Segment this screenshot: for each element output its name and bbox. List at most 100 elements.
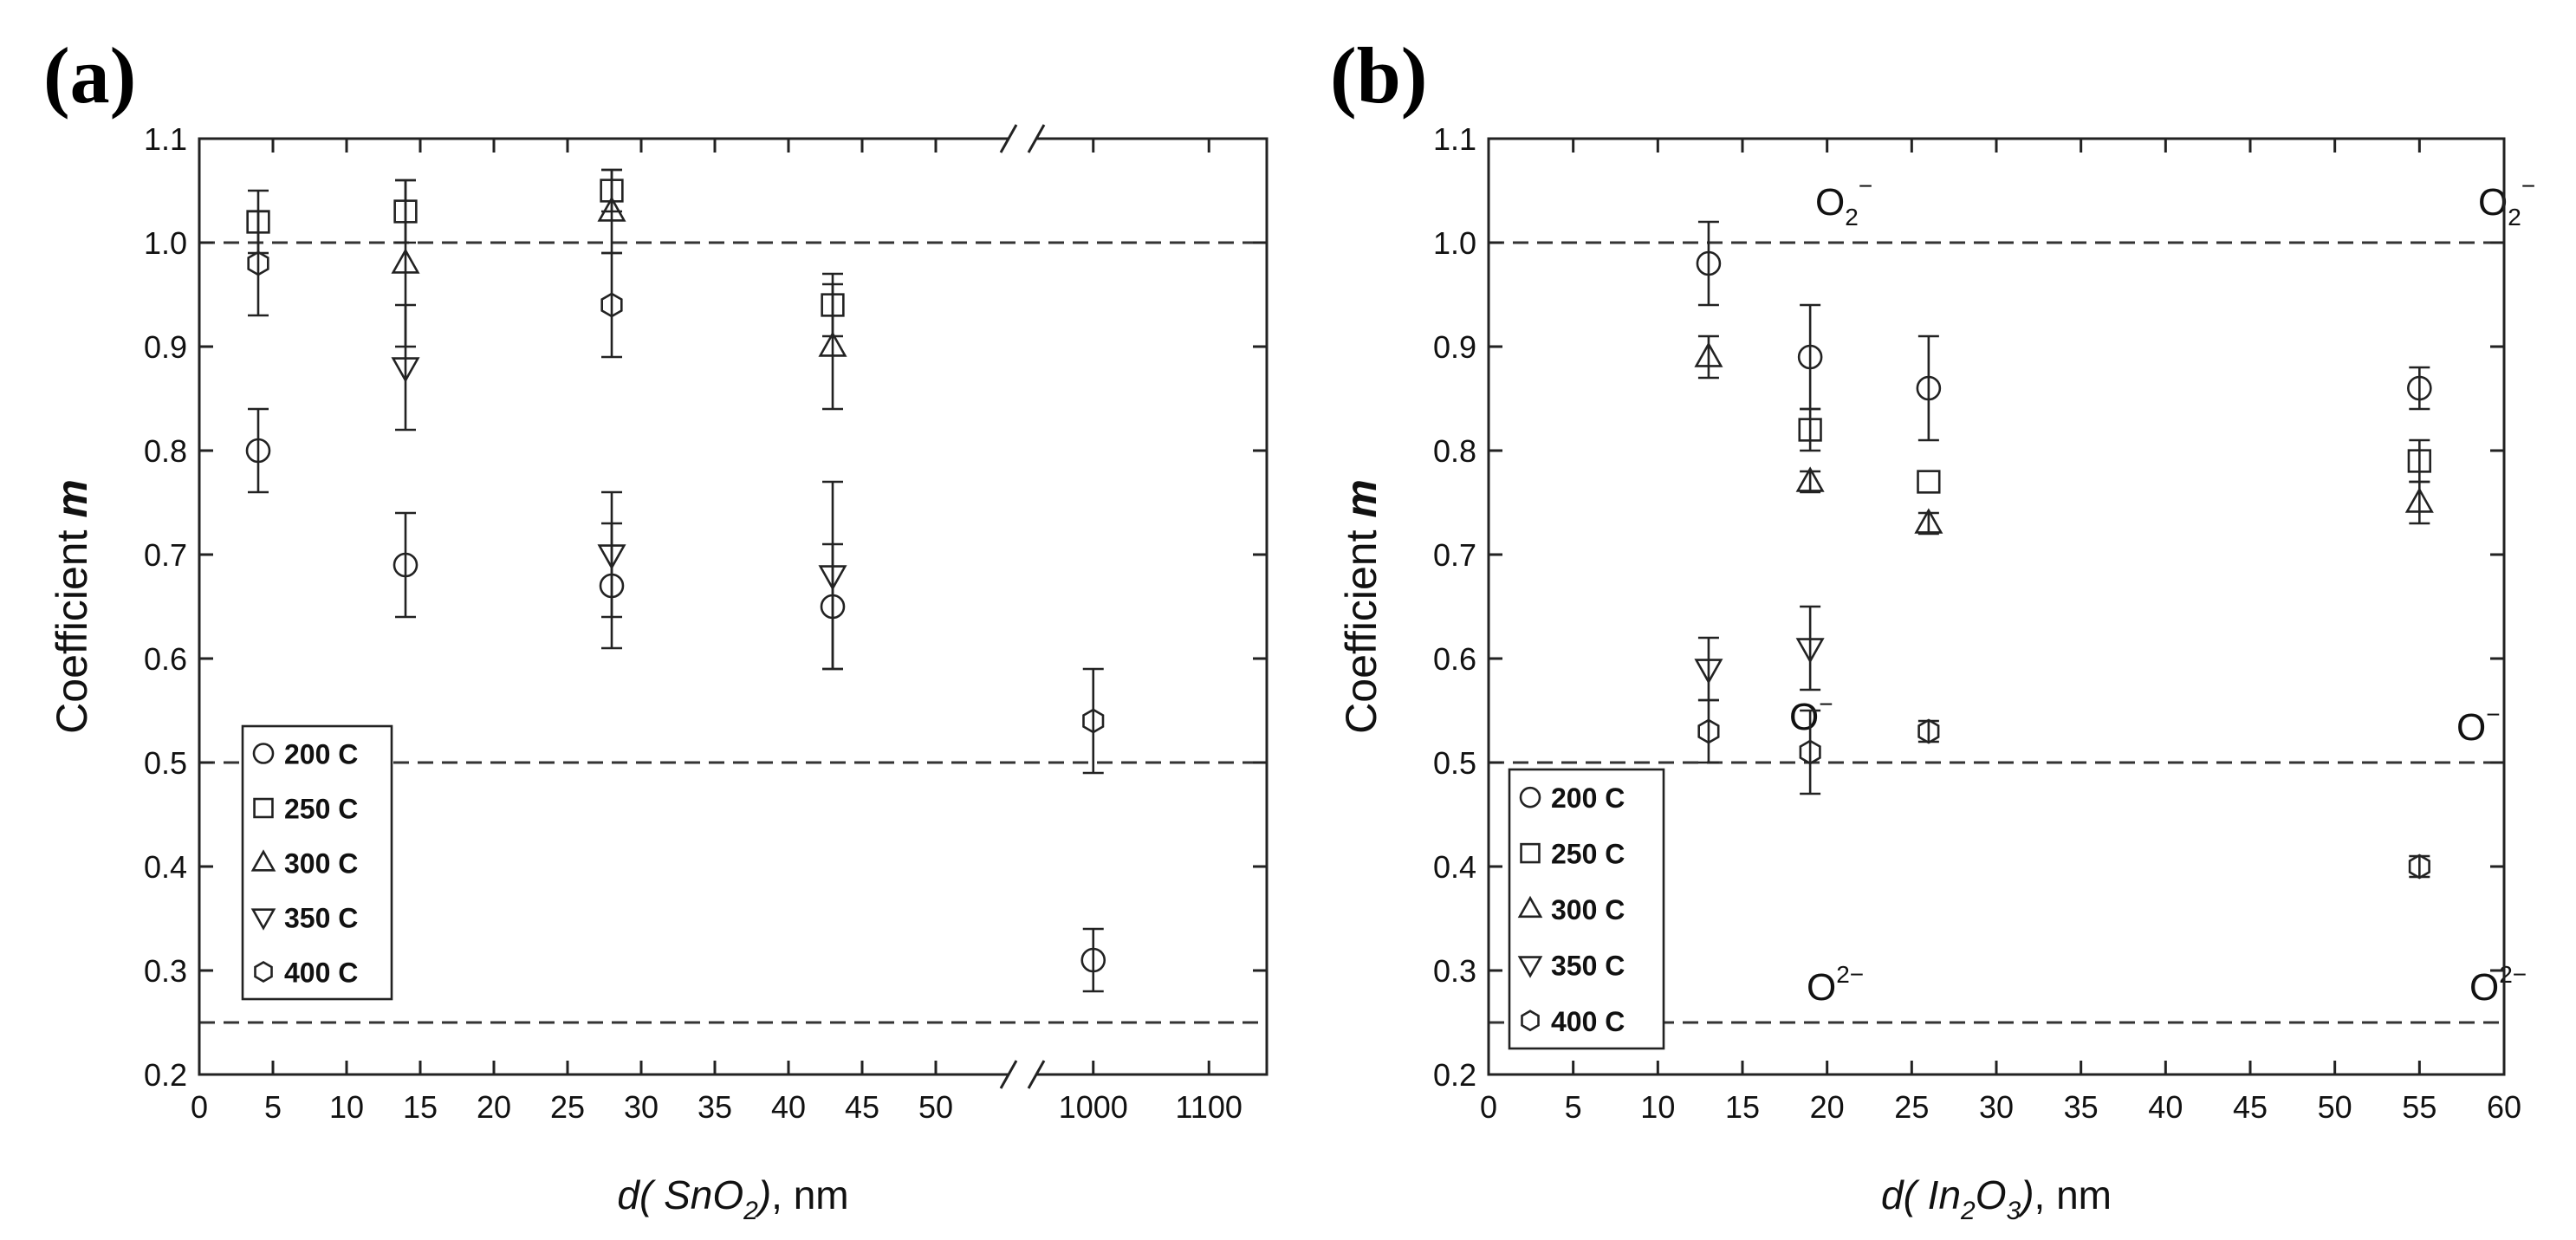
y-axis-label: Coefficient m bbox=[1337, 479, 1385, 734]
data-point bbox=[1080, 947, 1106, 973]
y-tick-label: 0.7 bbox=[1433, 537, 1476, 573]
x-tick-label: 5 bbox=[264, 1089, 282, 1125]
data-point bbox=[2407, 375, 2432, 401]
x-tick-label: 35 bbox=[698, 1089, 732, 1125]
reference-label: O2− bbox=[2478, 172, 2535, 230]
x-tick-label: 20 bbox=[1810, 1089, 1845, 1125]
data-point bbox=[600, 292, 623, 318]
axis-break-mark bbox=[1027, 124, 1046, 153]
data-point bbox=[1795, 466, 1825, 492]
data-point bbox=[1082, 708, 1105, 734]
y-tick-label: 0.8 bbox=[1433, 433, 1476, 469]
y-tick-label: 0.2 bbox=[144, 1057, 187, 1093]
legend-box bbox=[241, 724, 393, 1001]
legend-marker bbox=[252, 743, 275, 764]
legend-marker bbox=[254, 960, 273, 984]
y-tick-label: 0.5 bbox=[144, 745, 187, 781]
series-350-c bbox=[391, 303, 847, 671]
reference-label: O2− bbox=[1807, 961, 1864, 1009]
legend-label: 300 C bbox=[284, 848, 358, 880]
legend-marker bbox=[253, 797, 274, 819]
reference-label: O2− bbox=[1815, 172, 1872, 230]
x-axis-label: d( In2O3), nm bbox=[1881, 1172, 2112, 1225]
x-tick-label: 40 bbox=[771, 1089, 806, 1125]
x-tick-label: 45 bbox=[2233, 1089, 2268, 1125]
series-250-c bbox=[1798, 407, 2431, 494]
legend-label: 250 C bbox=[284, 794, 358, 825]
axis-break-mark bbox=[999, 124, 1018, 153]
x-tick-label: 10 bbox=[1640, 1089, 1675, 1125]
x-tick-label: 25 bbox=[1894, 1089, 1929, 1125]
data-point bbox=[1917, 718, 1940, 744]
y-tick-label: 0.3 bbox=[144, 953, 187, 989]
x-tick-label: 45 bbox=[845, 1089, 879, 1125]
y-tick-label: 0.4 bbox=[144, 849, 187, 885]
data-point bbox=[1797, 344, 1823, 370]
data-point bbox=[1799, 739, 1821, 765]
data-point bbox=[393, 552, 419, 578]
legend-label: 200 C bbox=[284, 739, 358, 770]
legend-label: 350 C bbox=[1551, 950, 1625, 981]
x-tick-label: 1000 bbox=[1059, 1089, 1128, 1125]
series-400-c bbox=[1697, 698, 2430, 880]
y-tick-label: 1.0 bbox=[144, 225, 187, 261]
data-point bbox=[597, 196, 626, 222]
axes-frame bbox=[1035, 137, 1269, 1076]
x-tick-label: 15 bbox=[1725, 1089, 1760, 1125]
x-tick-label: 50 bbox=[918, 1089, 953, 1125]
data-point bbox=[2408, 854, 2430, 880]
data-point bbox=[818, 331, 847, 357]
y-tick-label: 0.6 bbox=[1433, 641, 1476, 677]
data-point bbox=[1694, 659, 1723, 685]
y-tick-label: 0.8 bbox=[144, 433, 187, 469]
panel-label: (b) bbox=[1330, 31, 1427, 120]
reference-label: O− bbox=[2456, 701, 2501, 749]
x-tick-label: 40 bbox=[2148, 1089, 2183, 1125]
y-tick-label: 0.2 bbox=[1433, 1057, 1476, 1093]
series-400-c bbox=[247, 210, 1105, 775]
legend-marker bbox=[1517, 895, 1543, 919]
legend-label: 400 C bbox=[1551, 1006, 1625, 1037]
y-tick-label: 0.7 bbox=[144, 537, 187, 573]
legend-marker bbox=[250, 908, 276, 931]
data-point bbox=[1697, 718, 1720, 744]
legend-label: 200 C bbox=[1551, 782, 1625, 814]
legend-marker bbox=[1519, 786, 1541, 808]
axis-break-mark bbox=[999, 1060, 1018, 1089]
data-point bbox=[391, 357, 420, 383]
y-tick-label: 1.0 bbox=[1433, 225, 1476, 261]
x-tick-label: 30 bbox=[624, 1089, 659, 1125]
x-tick-label: 35 bbox=[2064, 1089, 2099, 1125]
data-point bbox=[1916, 375, 1942, 401]
x-tick-label: 25 bbox=[550, 1089, 585, 1125]
x-tick-label: 15 bbox=[403, 1089, 438, 1125]
y-tick-label: 1.1 bbox=[1433, 121, 1476, 157]
y-axis-label: Coefficient m bbox=[48, 479, 96, 734]
y-tick-label: 0.4 bbox=[1433, 849, 1476, 885]
reference-label: O− bbox=[1789, 691, 1833, 738]
data-point bbox=[818, 565, 847, 591]
x-tick-label: 30 bbox=[1979, 1089, 2014, 1125]
y-tick-label: 0.6 bbox=[144, 641, 187, 677]
legend-marker bbox=[1517, 956, 1543, 978]
data-point bbox=[247, 250, 269, 276]
legend: 200 C 250 C 300 C 350 C 400 C bbox=[1508, 768, 1665, 1050]
data-point bbox=[1694, 341, 1723, 367]
series-350-c bbox=[1694, 605, 1825, 702]
data-point bbox=[1914, 508, 1943, 534]
y-tick-label: 1.1 bbox=[144, 121, 187, 157]
legend-marker bbox=[250, 849, 276, 872]
legend-label: 350 C bbox=[284, 903, 358, 934]
x-axis-label: d( SnO2), nm bbox=[617, 1172, 848, 1225]
x-tick-label: 60 bbox=[2487, 1089, 2521, 1125]
data-point bbox=[2404, 487, 2434, 513]
data-point bbox=[1795, 638, 1825, 664]
axis-break-mark bbox=[1027, 1060, 1046, 1089]
reference-label: O2− bbox=[2469, 961, 2527, 1009]
x-tick-label: 20 bbox=[477, 1089, 511, 1125]
x-tick-label: 5 bbox=[1565, 1089, 1582, 1125]
legend: 200 C 250 C 300 C 350 C 400 C bbox=[241, 724, 393, 1001]
series-300-c bbox=[1694, 334, 2434, 536]
x-tick-label: 0 bbox=[191, 1089, 208, 1125]
